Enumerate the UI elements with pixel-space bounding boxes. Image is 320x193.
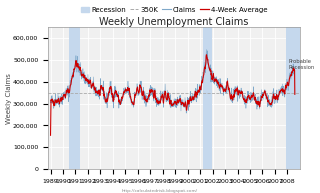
Bar <box>203 27 212 169</box>
Text: http://calculatedrisk.blogspot.com/: http://calculatedrisk.blogspot.com/ <box>122 189 198 193</box>
Bar <box>69 27 80 169</box>
Legend: Recession, 350K, Claims, 4-Week Average: Recession, 350K, Claims, 4-Week Average <box>81 7 267 13</box>
Title: Weekly Unemployment Claims: Weekly Unemployment Claims <box>99 17 249 27</box>
Bar <box>286 27 300 169</box>
Text: Probable
Recession: Probable Recession <box>288 59 314 70</box>
Y-axis label: Weekly Claims: Weekly Claims <box>5 73 12 124</box>
